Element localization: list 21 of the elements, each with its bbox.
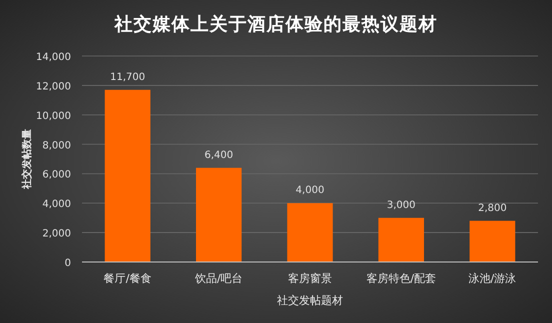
data-label: 6,400 [204,150,234,161]
data-label: 4,000 [296,185,324,196]
y-axis-title: 社交发帖数量 [21,129,33,190]
y-tick-label: 6,000 [42,170,71,181]
data-label: 3,000 [386,200,416,211]
data-label: 2,800 [478,202,507,214]
x-axis-title: 社交发帖题材 [277,294,343,307]
x-tick-label: 饮品/吧台 [194,272,243,285]
x-tick-label: 客房窗景 [288,272,332,285]
chart-title: 社交媒体上关于酒店体验的最热议题材 [114,14,438,35]
x-tick-label: 客房特色/配套 [366,272,436,285]
x-tick-label: 泳池/游泳 [468,272,516,285]
y-tick-label: 4,000 [42,199,71,210]
y-tick-label: 8,000 [42,140,71,152]
y-tick-label: 14,000 [36,52,71,63]
x-tick-label: 餐厅/餐食 [104,272,152,285]
y-tick-label: 2,000 [42,228,71,240]
y-tick-label: 0 [64,258,71,269]
y-tick-label: 12,000 [36,81,71,92]
data-label: 11,700 [110,72,146,83]
y-tick-label: 10,000 [36,110,71,122]
